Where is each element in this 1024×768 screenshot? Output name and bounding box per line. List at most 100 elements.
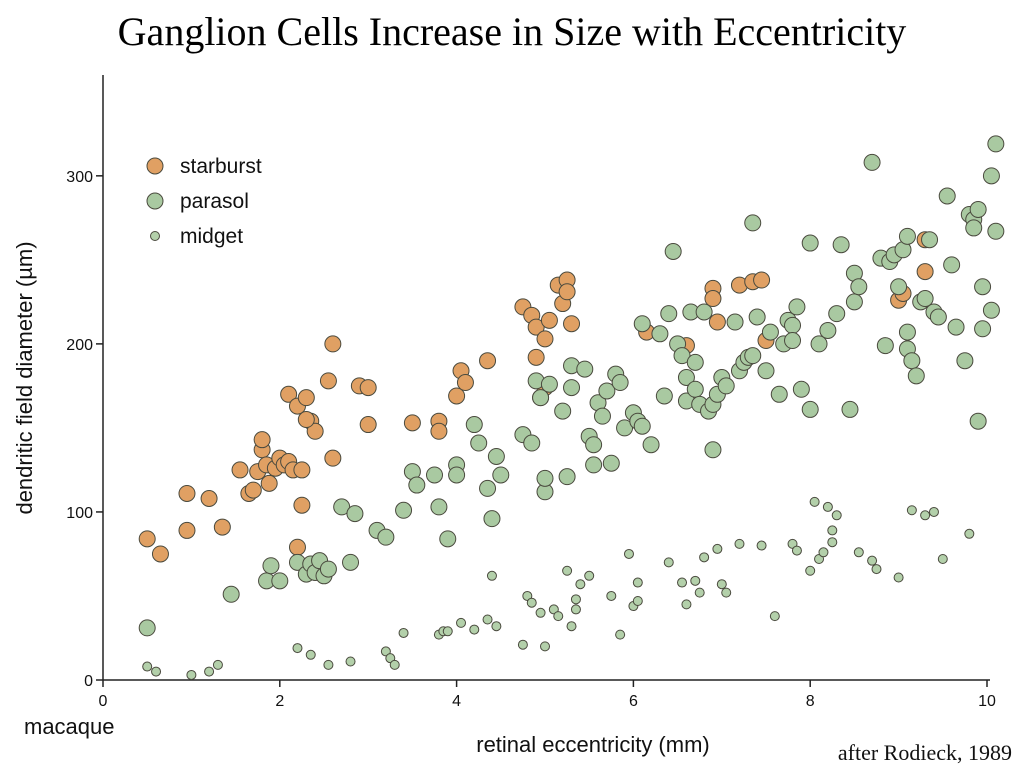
parasol-point [784, 316, 802, 334]
midget-point [809, 496, 820, 507]
y-tick-label: 200 [66, 337, 93, 354]
parasol-point [222, 585, 240, 603]
midget-point [292, 643, 303, 654]
starburst-point [536, 330, 554, 348]
starburst-point [244, 481, 262, 499]
midget-point [566, 621, 577, 632]
series-midget [142, 496, 975, 680]
starburst-point [403, 414, 421, 432]
midget-point [553, 611, 564, 622]
parasol-point [593, 407, 611, 425]
parasol-point [943, 256, 961, 274]
parasol-point [801, 234, 819, 252]
series-parasol [138, 135, 1005, 637]
parasol-point [841, 400, 859, 418]
parasol-point [761, 323, 779, 341]
midget-point [623, 548, 634, 559]
parasol-point [576, 360, 594, 378]
starburst-point [178, 484, 196, 502]
starburst-point [319, 372, 337, 390]
parasol-point [965, 219, 983, 237]
midget-point [893, 572, 904, 583]
parasol-point [921, 231, 939, 249]
parasol-point [616, 419, 634, 437]
parasol-point [487, 447, 505, 465]
midget-point [562, 565, 573, 576]
parasol-point [602, 454, 620, 472]
parasol-point [651, 325, 669, 343]
x-tick-label: 2 [275, 693, 284, 710]
species-label: macaque [24, 714, 115, 739]
parasol-point [633, 315, 651, 333]
midget-point [456, 617, 467, 628]
starburst-point [151, 545, 169, 563]
parasol-point [987, 135, 1005, 153]
starburst-point [213, 518, 231, 536]
starburst-point [558, 283, 576, 301]
parasol-point [929, 308, 947, 326]
midget-point [186, 669, 197, 680]
parasol-point [792, 380, 810, 398]
data-points [138, 135, 1005, 680]
parasol-point [788, 298, 806, 316]
parasol-point [532, 389, 550, 407]
parasol-point [664, 242, 682, 260]
parasol-point [342, 553, 360, 571]
midget-point [632, 596, 643, 607]
midget-point [769, 611, 780, 622]
midget-point [734, 538, 745, 549]
parasol-point [974, 278, 992, 296]
parasol-point [642, 436, 660, 454]
parasol-point [262, 557, 280, 575]
parasol-point [717, 377, 735, 395]
midget-point [805, 565, 816, 576]
slide-title: Ganglion Cells Increase in Size with Ecc… [117, 9, 907, 54]
starburst-point [306, 422, 324, 440]
starburst-point [753, 271, 771, 289]
midget-point [721, 587, 732, 598]
starburst-point [200, 490, 218, 507]
midget-point [694, 587, 705, 598]
parasol-point [585, 436, 603, 454]
parasol-point [536, 469, 554, 487]
midget-point [937, 554, 948, 564]
parasol-point [554, 402, 572, 420]
parasol-point [540, 375, 558, 393]
midget-point [323, 659, 334, 670]
midget-point [716, 579, 727, 590]
midget-point [818, 547, 829, 558]
parasol-point [465, 416, 483, 434]
parasol-point [784, 332, 802, 350]
parasol-point [801, 400, 819, 418]
parasol-point [947, 318, 965, 336]
y-tick-label: 100 [66, 505, 93, 522]
parasol-point [757, 362, 775, 380]
parasol-point [974, 320, 992, 338]
starburst-point [297, 389, 315, 407]
midget-point [442, 626, 453, 637]
starburst-point [448, 387, 466, 405]
parasol-point [138, 619, 156, 637]
x-axis-label: retinal eccentricity (mm) [476, 732, 709, 757]
midget-point [831, 510, 842, 521]
parasol-point [916, 290, 934, 308]
midget-point [827, 537, 838, 548]
starburst-point [288, 538, 306, 556]
midget-point [791, 545, 802, 556]
legend-marker-midget [150, 231, 160, 241]
starburst-point [456, 374, 474, 392]
parasol-point [439, 530, 457, 548]
midget-point [853, 547, 864, 558]
parasol-point [633, 417, 651, 435]
midget-point [712, 543, 723, 554]
midget-point [584, 570, 595, 581]
parasol-point [377, 528, 395, 546]
starburst-point [430, 422, 448, 440]
parasol-point [863, 153, 881, 171]
starburst-point [293, 461, 311, 479]
starburst-point [359, 379, 377, 397]
legend-marker-starburst [146, 157, 164, 175]
parasol-point [819, 321, 837, 339]
parasol-point [523, 434, 541, 452]
